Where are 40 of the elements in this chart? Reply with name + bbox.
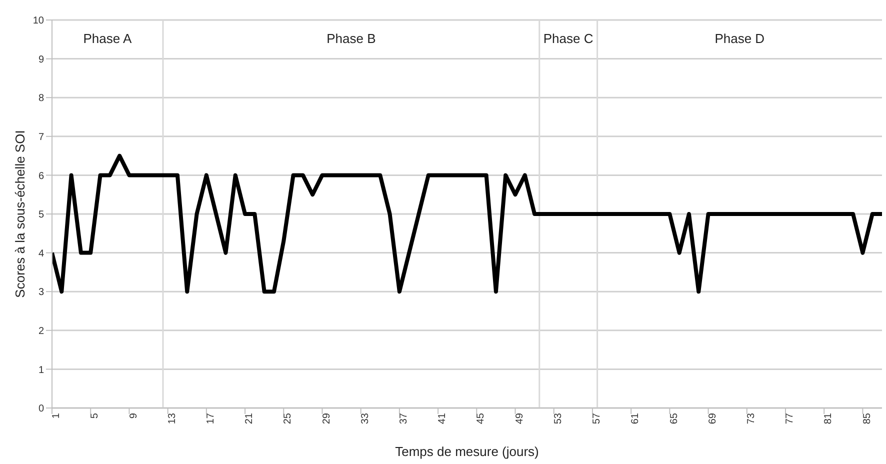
annotation: Phase A (83, 31, 132, 46)
x-tick-label: 5 (90, 412, 101, 419)
y-tick-label: 8 (38, 93, 44, 104)
x-tick-label: 77 (784, 412, 796, 424)
annotation: Phase D (714, 31, 765, 46)
annotation: Phase B (326, 31, 376, 46)
x-tick-label: 9 (128, 412, 140, 419)
x-tick-label: 17 (206, 412, 217, 424)
x-tick-label: 57 (592, 412, 603, 424)
x-tick-label: 69 (707, 412, 718, 424)
y-tick-label: 10 (32, 16, 44, 27)
x-tick-label: 29 (321, 412, 332, 424)
y-axis-title: Scores à la sous-échelle SOI (12, 130, 28, 298)
y-tick-label: 9 (38, 54, 44, 66)
y-tick-label: 3 (38, 287, 44, 298)
x-tick-label: 33 (360, 412, 371, 424)
x-tick-label: 65 (668, 412, 680, 424)
y-tick-label: 1 (38, 364, 44, 376)
x-tick-label: 25 (282, 412, 294, 424)
x-tick-label: 13 (166, 412, 178, 424)
y-tick-label: 4 (38, 248, 44, 260)
x-tick-label: 1 (51, 412, 62, 419)
x-tick-label: 21 (244, 412, 256, 424)
x-tick-label: 85 (862, 412, 873, 424)
x-tick-label: 45 (476, 412, 487, 424)
y-tick-label: 7 (38, 132, 44, 143)
x-tick-label: 61 (630, 412, 642, 424)
y-tick-label: 6 (38, 170, 44, 182)
line-series (52, 154, 882, 294)
x-tick-label: 41 (437, 412, 448, 424)
x-tick-label: 37 (398, 412, 410, 424)
y-tick-label: 0 (38, 404, 44, 415)
x-tick-label: 73 (746, 412, 757, 424)
x-axis-title: Temps de mesure (jours) (395, 444, 539, 459)
y-tick-label: 2 (38, 326, 44, 337)
y-tick-label: 5 (38, 210, 44, 221)
annotation: Phase C (543, 31, 594, 46)
x-tick-label: 81 (823, 412, 834, 424)
x-tick-label: 53 (552, 412, 564, 424)
x-tick-label: 49 (514, 412, 526, 424)
